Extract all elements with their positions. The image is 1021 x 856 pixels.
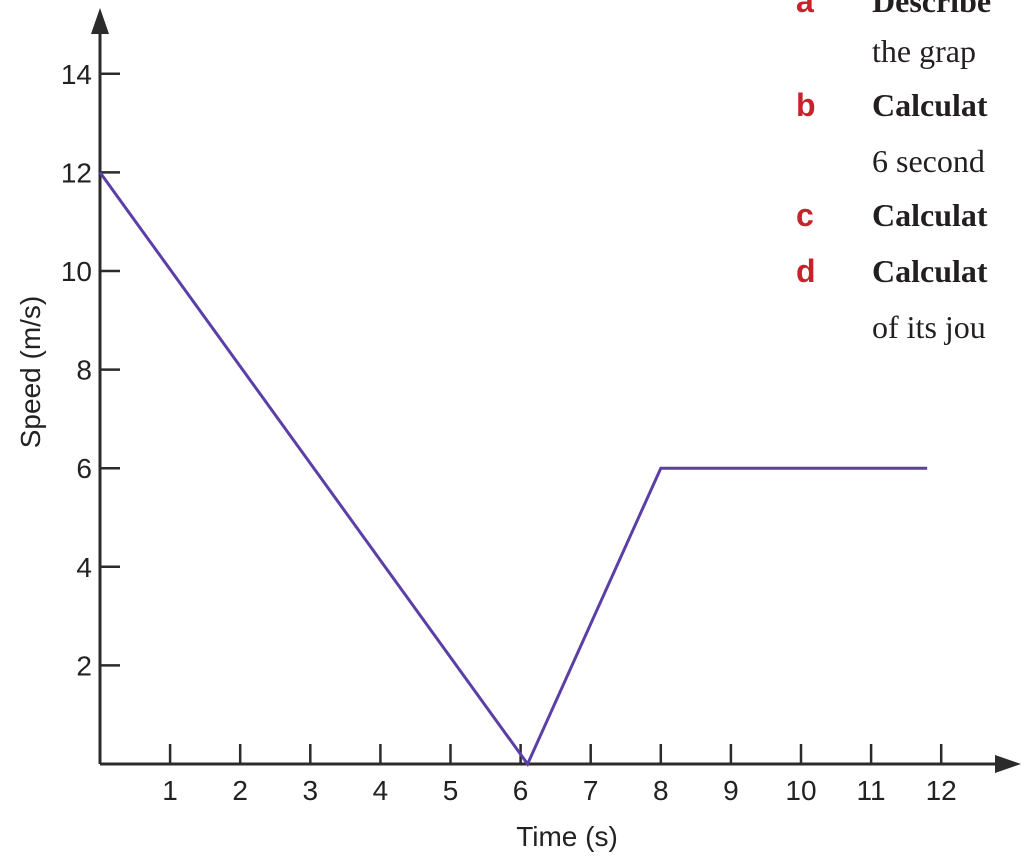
speed-series-line — [98, 171, 928, 767]
y-axis-title: Speed (m/s) — [15, 296, 46, 449]
x-tick-label: 1 — [162, 775, 178, 806]
x-tick-label: 3 — [303, 775, 319, 806]
x-tick-label: 2 — [232, 775, 248, 806]
y-tick-label: 10 — [61, 256, 92, 287]
x-ticks: 1 2 3 4 5 6 7 8 9 10 11 12 — [162, 744, 957, 806]
question-a-line-2: the grap — [872, 33, 976, 69]
x-tick-label: 12 — [926, 775, 957, 806]
x-tick-label: 9 — [723, 775, 739, 806]
y-ticks: 2 4 6 8 10 12 14 — [61, 59, 120, 681]
series — [98, 171, 928, 767]
question-letter-b: b — [796, 87, 816, 123]
y-axis-arrowhead — [91, 8, 109, 34]
x-tick-label: 6 — [513, 775, 529, 806]
question-c-line-1: Calculat — [872, 197, 988, 233]
x-axis-arrowhead — [995, 755, 1021, 773]
question-a-line-1: Describe — [872, 0, 991, 19]
x-axis-title: Time (s) — [516, 821, 618, 852]
x-tick-label: 8 — [653, 775, 669, 806]
y-tick-label: 2 — [76, 650, 92, 681]
y-tick-label: 12 — [61, 157, 92, 188]
x-tick-label: 4 — [373, 775, 389, 806]
question-d-line-1: Calculat — [872, 253, 988, 289]
x-tick-label: 5 — [443, 775, 459, 806]
x-tick-label: 11 — [857, 775, 886, 806]
y-tick-label: 8 — [76, 355, 92, 386]
question-b-line-2: 6 second — [872, 143, 985, 179]
y-tick-label: 4 — [76, 552, 92, 583]
question-b-line-1: Calculat — [872, 87, 988, 123]
question-letter-d: d — [796, 253, 816, 289]
x-tick-label: 10 — [785, 775, 816, 806]
question-list: a Describe the grap b Calculat 6 second … — [796, 0, 991, 345]
y-tick-label: 14 — [61, 59, 92, 90]
y-tick-label: 6 — [76, 453, 92, 484]
question-letter-a: a — [796, 0, 814, 19]
question-d-line-2: of its jou — [872, 309, 986, 345]
axes — [91, 8, 1021, 773]
question-letter-c: c — [796, 197, 814, 233]
x-tick-label: 7 — [583, 775, 599, 806]
